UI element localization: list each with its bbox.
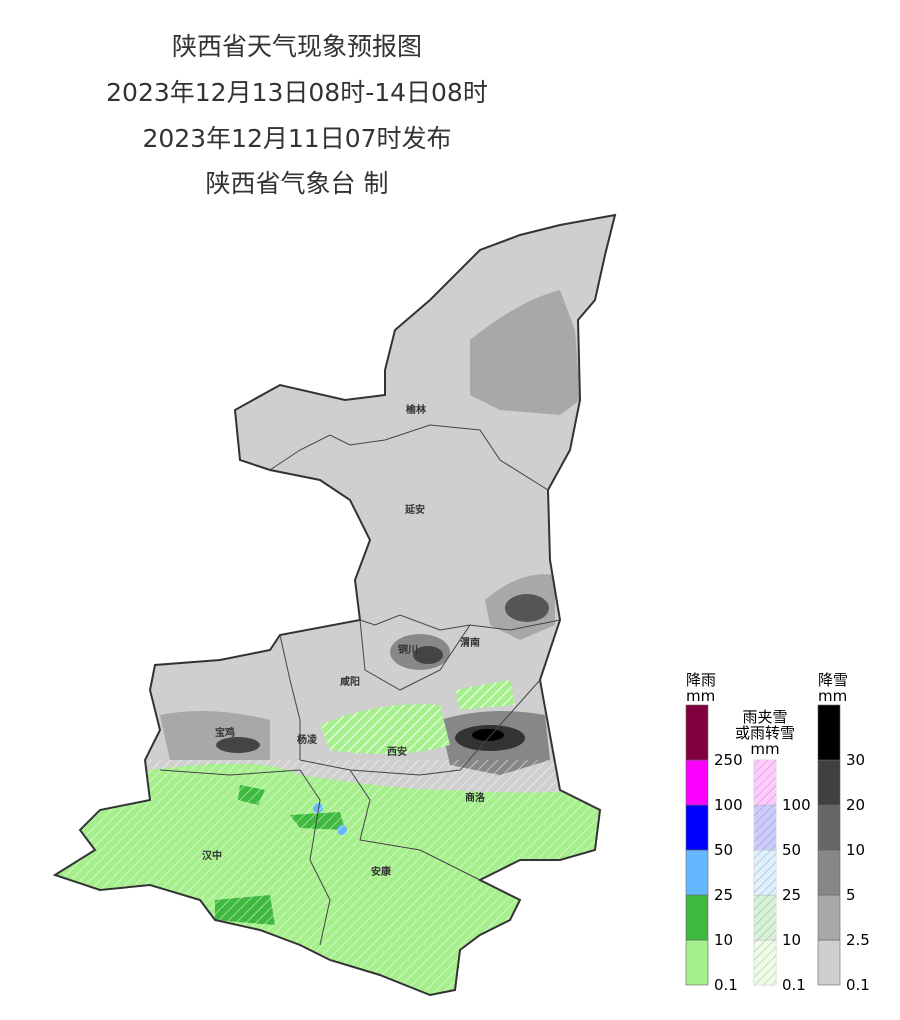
legend-label: 50 <box>714 841 733 859</box>
legend-label: 100 <box>782 796 811 814</box>
legend-title: 雨夹雪 <box>742 708 787 726</box>
legend-swatch <box>685 939 709 986</box>
title: 陕西省天气现象预报图 <box>172 32 422 61</box>
map-fill <box>55 215 615 995</box>
legend-unit: mm <box>818 687 847 705</box>
legend-swatch <box>685 704 709 761</box>
legend-label: 0.1 <box>714 976 738 994</box>
city-label: 汉中 <box>202 849 222 862</box>
legend-title: 或雨转雪 <box>735 724 795 742</box>
legend-label: 100 <box>714 796 743 814</box>
legend-swatch <box>817 704 841 761</box>
legend-swatch <box>685 804 709 851</box>
legend-label: 20 <box>846 796 865 814</box>
legend-label: 25 <box>782 886 801 904</box>
city-label: 杨凌 <box>297 733 318 746</box>
legend-unit: mm <box>686 687 715 705</box>
city-label: 安康 <box>371 865 392 878</box>
legend-swatch <box>685 849 709 896</box>
legend-label: 10 <box>782 931 801 949</box>
legend-hatch <box>754 895 776 940</box>
city-boundaries <box>159 424 561 946</box>
legend-label: 30 <box>846 751 865 769</box>
legend-label: 250 <box>714 751 743 769</box>
city-label: 宝鸡 <box>215 726 235 739</box>
city-label: 延安 <box>404 503 425 516</box>
legend-swatch <box>817 804 841 851</box>
legend-hatch <box>754 940 776 985</box>
city-label: 铜川 <box>398 643 418 656</box>
legend-label: 0.1 <box>846 976 870 994</box>
legend-title: 降雪 <box>818 671 848 689</box>
legend-hatch <box>754 850 776 895</box>
legend-label: 0.1 <box>782 976 806 994</box>
legend-unit: mm <box>750 740 779 758</box>
legend-label: 5 <box>846 886 856 904</box>
city-label: 渭南 <box>460 636 480 649</box>
legend-label: 2.5 <box>846 931 870 949</box>
legend-swatch <box>685 759 709 806</box>
legend-hatch <box>754 760 776 805</box>
legend-title: 降雨 <box>686 671 716 689</box>
city-label: 商洛 <box>465 791 486 804</box>
legends: 0.1102550100250降雨mm0.1102550100雨夹雪或雨转雪mm… <box>685 671 870 994</box>
issuer: 陕西省气象台 制 <box>206 169 389 198</box>
legend-swatch <box>817 759 841 806</box>
legend-swatch <box>817 894 841 941</box>
legend-label: 10 <box>846 841 865 859</box>
city-label: 榆林 <box>406 403 427 416</box>
legend-label: 50 <box>782 841 801 859</box>
legend-hatch <box>754 805 776 850</box>
legend-label: 10 <box>714 931 733 949</box>
legend-swatch <box>685 894 709 941</box>
legend-swatch <box>817 939 841 986</box>
period: 2023年12月13日08时-14日08时 <box>106 78 488 107</box>
city-label: 咸阳 <box>340 675 360 688</box>
legend-swatch <box>817 849 841 896</box>
city-label: 西安 <box>387 745 407 758</box>
issued: 2023年12月11日07时发布 <box>142 124 451 153</box>
legend-label: 25 <box>714 886 733 904</box>
